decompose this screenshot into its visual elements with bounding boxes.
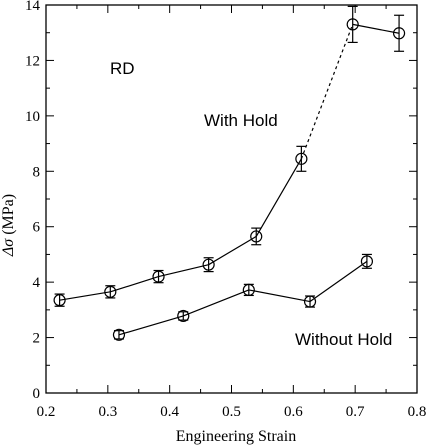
series-line-segment bbox=[158, 264, 209, 278]
data-point bbox=[295, 152, 308, 165]
x-tick-label: 0.6 bbox=[284, 404, 303, 420]
x-tick-label: 0.8 bbox=[408, 404, 427, 420]
series-line-segment bbox=[300, 24, 354, 160]
y-axis-label: Δσ (MPa) bbox=[0, 194, 17, 257]
series-line-segment bbox=[118, 315, 184, 336]
data-point bbox=[346, 18, 359, 31]
y-tick-label: 12 bbox=[25, 53, 40, 69]
annotation-without-hold: Without Hold bbox=[295, 330, 392, 349]
y-tick-label: 6 bbox=[33, 220, 41, 236]
data-series bbox=[53, 5, 406, 341]
y-axis-label-symbol: Δσ bbox=[0, 238, 17, 257]
x-tick-label: 0.5 bbox=[222, 404, 241, 420]
series-line-segment bbox=[309, 260, 368, 303]
y-tick-label: 0 bbox=[33, 386, 41, 402]
data-point bbox=[104, 285, 117, 298]
series-line-segment bbox=[110, 276, 159, 293]
y-tick-label: 10 bbox=[25, 109, 40, 125]
data-point bbox=[242, 283, 255, 297]
annotation-with-hold: With Hold bbox=[204, 111, 278, 130]
data-point bbox=[250, 230, 263, 243]
x-tick-label: 0.7 bbox=[346, 404, 365, 420]
y-axis-label-unit: (MPa) bbox=[0, 194, 17, 239]
y-tick-label: 14 bbox=[25, 0, 41, 14]
series-line-segment bbox=[352, 23, 400, 34]
data-point bbox=[112, 328, 126, 341]
series-line-segment bbox=[208, 235, 257, 266]
series-line-segment bbox=[183, 289, 250, 317]
data-point bbox=[202, 258, 215, 271]
chart-text: Engineering Strain Δσ (MPa) RD With Hold… bbox=[0, 59, 392, 445]
x-tick-label: 0.4 bbox=[160, 404, 179, 420]
data-point bbox=[303, 295, 317, 308]
data-point bbox=[152, 270, 165, 283]
data-point bbox=[392, 27, 406, 40]
x-tick-label: 0.2 bbox=[37, 404, 56, 420]
x-tick-label: 0.3 bbox=[98, 404, 117, 420]
series-1 bbox=[112, 253, 374, 341]
y-tick-label: 2 bbox=[33, 331, 41, 347]
data-point bbox=[360, 255, 374, 268]
series-line-segment bbox=[255, 158, 302, 237]
annotation-rd: RD bbox=[110, 59, 135, 78]
y-tick-label: 4 bbox=[33, 275, 41, 291]
axes: 0.2 0.3 0.4 0.5 0.6 0.7 0.8 0 2 4 6 8 10 12 14 bbox=[25, 0, 426, 420]
data-point bbox=[53, 294, 66, 307]
series-line-segment bbox=[59, 291, 111, 301]
series-line-segment bbox=[248, 289, 311, 303]
data-point bbox=[177, 309, 190, 323]
series-0 bbox=[53, 5, 406, 307]
x-axis-label: Engineering Strain bbox=[176, 428, 296, 445]
y-tick-label: 8 bbox=[33, 164, 41, 180]
